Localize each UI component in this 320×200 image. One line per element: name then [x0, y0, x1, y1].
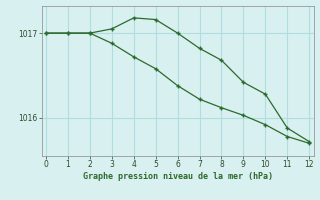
X-axis label: Graphe pression niveau de la mer (hPa): Graphe pression niveau de la mer (hPa) [83, 172, 273, 181]
